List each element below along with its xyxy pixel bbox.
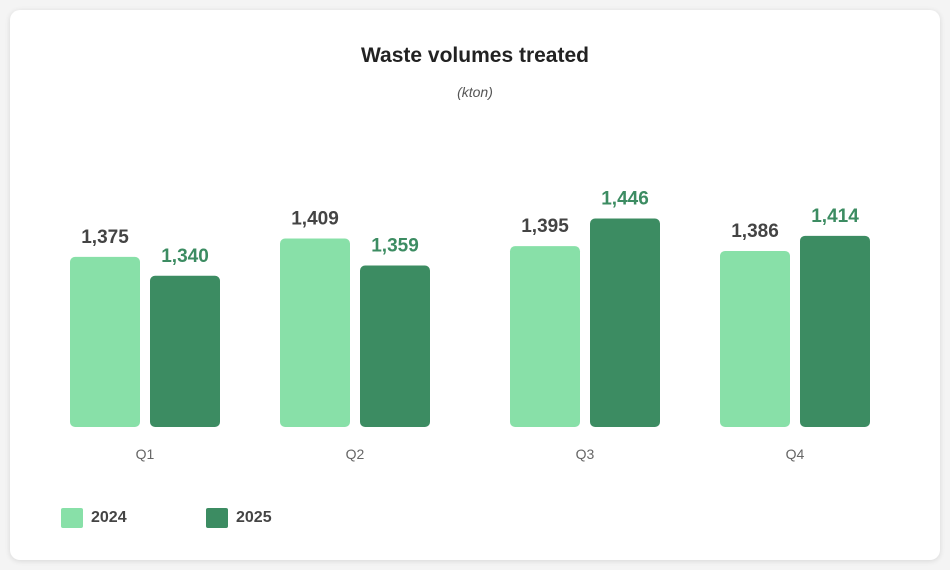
x-tick-label: Q4: [786, 446, 805, 462]
bar-Q1-2025: [150, 275, 220, 427]
data-label-Q3-2024: 1,395: [521, 216, 569, 237]
legend-swatch-2024: [61, 508, 83, 528]
legend-label: 2024: [91, 509, 127, 526]
data-label-Q2-2024: 1,409: [291, 209, 339, 230]
bar-Q4-2025: [800, 235, 870, 427]
legend-item-2024[interactable]: 2024: [61, 508, 127, 528]
bar-Q1-2024: [70, 256, 140, 427]
bar-Q2-2024: [280, 238, 350, 427]
data-label-Q3-2025: 1,446: [601, 189, 649, 210]
data-label-Q4-2025: 1,414: [811, 206, 859, 227]
bar-Q3-2025: [590, 218, 660, 427]
x-tick-label: Q1: [136, 446, 155, 462]
data-label-Q4-2024: 1,386: [731, 221, 779, 242]
legend-item-2025[interactable]: 2025: [206, 508, 272, 528]
data-label-Q2-2025: 1,359: [371, 236, 419, 257]
data-label-Q1-2024: 1,375: [81, 227, 129, 248]
x-tick-label: Q3: [576, 446, 595, 462]
bar-Q3-2024: [510, 246, 580, 427]
legend-swatch-2025: [206, 508, 228, 528]
chart-subtitle: (kton): [457, 84, 493, 100]
chart-title: Waste volumes treated: [361, 44, 589, 67]
legend-label: 2025: [236, 509, 272, 526]
data-label-Q1-2025: 1,340: [161, 246, 209, 267]
x-tick-label: Q2: [346, 446, 365, 462]
bar-Q4-2024: [720, 250, 790, 427]
bar-Q2-2025: [360, 265, 430, 427]
